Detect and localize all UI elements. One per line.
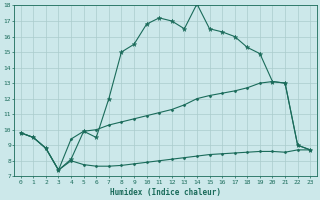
X-axis label: Humidex (Indice chaleur): Humidex (Indice chaleur) [110,188,221,197]
